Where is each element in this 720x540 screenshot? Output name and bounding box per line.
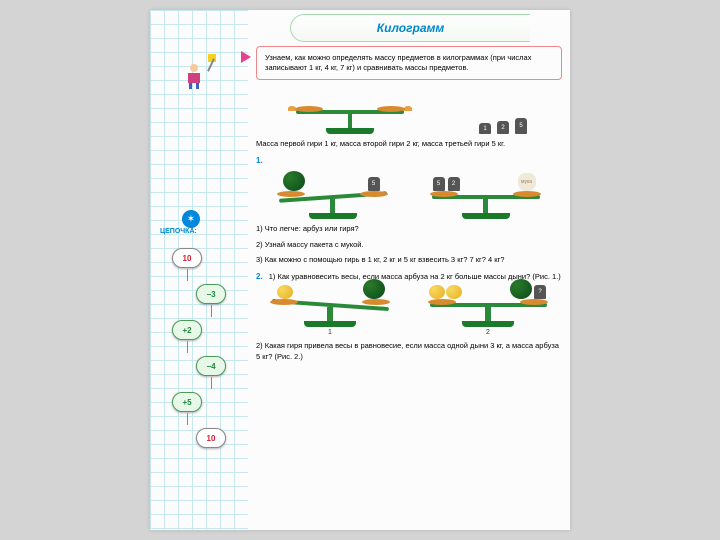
scale-melon-watermelon-2: ? bbox=[423, 287, 553, 327]
chain-node: +2 bbox=[172, 320, 202, 340]
scale-watermelon-vs-weight: 5 bbox=[273, 179, 393, 219]
scale-flour-sack: 5 2 мука bbox=[426, 179, 546, 219]
chain-label: ЦЕПОЧКА: bbox=[160, 228, 197, 235]
watermelon-icon bbox=[283, 171, 305, 191]
main-content: Узнаем, как можно определять массу предм… bbox=[248, 10, 570, 530]
fig1-label: 1 bbox=[265, 329, 395, 336]
chain-node: 10 bbox=[172, 248, 202, 268]
scale-melon-watermelon-1 bbox=[265, 287, 395, 327]
melon-icon bbox=[446, 285, 462, 299]
chain-node: +5 bbox=[172, 392, 202, 412]
figure-task2: 1 ? bbox=[256, 287, 562, 336]
weight-icon: 5 bbox=[368, 177, 380, 191]
play-marker-icon bbox=[241, 51, 251, 63]
intro-text: Узнаем, как можно определять массу предм… bbox=[265, 53, 531, 72]
melon-icon bbox=[277, 285, 293, 299]
number-chain: 10 −3 +2 −4 +5 10 bbox=[168, 248, 228, 464]
balance-scale-empty bbox=[290, 94, 410, 134]
chain-star-badge: ✶ bbox=[182, 210, 200, 228]
mass-description: Масса первой гири 1 кг, масса второй гир… bbox=[256, 139, 562, 150]
figure-intro: 1 2 5 bbox=[256, 86, 562, 134]
melon-icon bbox=[429, 285, 445, 299]
sidebar: ✶ ЦЕПОЧКА: 10 −3 +2 −4 +5 10 bbox=[150, 10, 248, 530]
task1-q3: 3) Как можно с помощью гирь в 1 кг, 2 кг… bbox=[256, 255, 562, 266]
weight-2kg: 2 bbox=[497, 121, 509, 134]
figure-task1: 5 5 2 мука bbox=[256, 171, 562, 219]
flour-sack-icon: мука bbox=[518, 173, 536, 191]
chain-node: 10 bbox=[196, 428, 226, 448]
weight-icon: 2 bbox=[448, 177, 460, 191]
task1-q2: 2) Узнай массу пакета с мукой. bbox=[256, 240, 562, 251]
weight-5kg: 5 bbox=[515, 118, 527, 134]
chain-node: −3 bbox=[196, 284, 226, 304]
task1-number: 1. bbox=[256, 156, 263, 165]
wizard-kid-icon bbox=[182, 64, 206, 94]
fig2-label: 2 bbox=[423, 329, 553, 336]
chain-node: −4 bbox=[196, 356, 226, 376]
task1-q1: 1) Что легче: арбуз или гиря? bbox=[256, 224, 562, 235]
weight-set: 1 2 5 bbox=[478, 118, 528, 134]
weight-icon: ? bbox=[534, 285, 546, 299]
textbook-page: ✶ ЦЕПОЧКА: 10−3+2−4+510 Килограмм Узнаем… bbox=[150, 10, 570, 530]
task2-p2: 2) Какая гиря привела весы в равновесие,… bbox=[256, 341, 562, 362]
task2-number: 2. bbox=[256, 272, 263, 281]
watermelon-icon bbox=[510, 279, 532, 299]
watermelon-icon bbox=[363, 279, 385, 299]
weight-icon: 5 bbox=[433, 177, 445, 191]
intro-box: Узнаем, как можно определять массу предм… bbox=[256, 46, 562, 80]
weight-1kg: 1 bbox=[479, 123, 491, 134]
